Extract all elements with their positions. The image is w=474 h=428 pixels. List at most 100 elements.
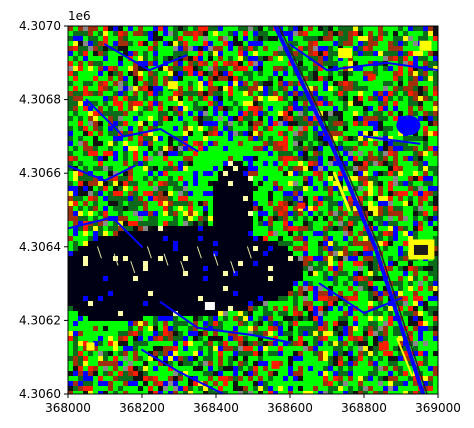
raster-cell	[363, 331, 368, 336]
raster-cell	[433, 31, 438, 36]
raster-cell	[68, 126, 73, 131]
raster-cell	[213, 246, 218, 251]
raster-cell	[283, 336, 288, 341]
raster-cell	[363, 201, 368, 206]
raster-cell	[163, 276, 168, 281]
raster-cell	[228, 296, 233, 301]
raster-cell	[143, 141, 148, 146]
raster-cell	[83, 341, 88, 346]
raster-cell	[383, 151, 388, 156]
raster-cell	[378, 46, 383, 51]
raster-cell	[208, 161, 213, 166]
raster-cell	[188, 276, 193, 281]
raster-cell	[153, 36, 158, 41]
raster-cell	[148, 321, 153, 326]
raster-cell	[108, 166, 113, 171]
raster-cell	[413, 336, 418, 341]
raster-cell	[268, 121, 273, 126]
raster-cell	[208, 91, 213, 96]
raster-cell	[408, 221, 413, 226]
raster-cell	[373, 166, 378, 171]
raster-cell	[328, 26, 333, 31]
raster-cell	[418, 81, 423, 86]
raster-cell	[213, 111, 218, 116]
raster-cell	[128, 216, 133, 221]
raster-cell	[78, 311, 83, 316]
raster-cell	[68, 56, 73, 61]
raster-cell	[213, 146, 218, 151]
raster-cell	[433, 46, 438, 51]
raster-cell	[218, 261, 223, 266]
raster-cell	[263, 306, 268, 311]
raster-cell	[183, 76, 188, 81]
raster-cell	[78, 121, 83, 126]
raster-cell	[268, 231, 273, 236]
raster-cell	[303, 146, 308, 151]
raster-cell	[183, 101, 188, 106]
raster-cell	[348, 146, 353, 151]
raster-cell	[273, 101, 278, 106]
raster-cell	[148, 106, 153, 111]
raster-cell	[243, 131, 248, 136]
raster-cell	[113, 266, 118, 271]
raster-cell	[83, 251, 88, 256]
raster-cell	[193, 121, 198, 126]
raster-cell	[218, 91, 223, 96]
raster-cell	[353, 186, 358, 191]
raster-cell	[93, 331, 98, 336]
raster-cell	[198, 256, 203, 261]
raster-cell	[103, 151, 108, 156]
raster-cell	[178, 76, 183, 81]
raster-cell	[68, 61, 73, 66]
raster-cell	[248, 196, 253, 201]
raster-cell	[158, 36, 163, 41]
raster-cell	[423, 36, 428, 41]
raster-cell	[398, 41, 403, 46]
raster-cell	[258, 91, 263, 96]
raster-cell	[223, 316, 228, 321]
raster-cell	[428, 51, 433, 56]
raster-cell	[233, 261, 238, 266]
raster-cell	[353, 76, 358, 81]
raster-cell	[403, 171, 408, 176]
raster-cell	[238, 231, 243, 236]
raster-cell	[298, 241, 303, 246]
raster-cell	[218, 276, 223, 281]
raster-cell	[293, 36, 298, 41]
raster-cell	[143, 351, 148, 356]
raster-cell	[238, 176, 243, 181]
raster-cell	[278, 341, 283, 346]
raster-cell	[68, 241, 73, 246]
raster-cell	[188, 46, 193, 51]
raster-cell	[118, 206, 123, 211]
raster-cell	[78, 131, 83, 136]
raster-cell	[118, 56, 123, 61]
raster-cell	[433, 206, 438, 211]
raster-cell	[148, 116, 153, 121]
raster-cell	[93, 211, 98, 216]
raster-cell	[323, 221, 328, 226]
raster-cell	[318, 106, 323, 111]
raster-cell	[433, 171, 438, 176]
raster-cell	[368, 251, 373, 256]
raster-cell	[383, 81, 388, 86]
raster-cell	[293, 226, 298, 231]
raster-cell	[398, 191, 403, 196]
raster-cell	[73, 46, 78, 51]
raster-cell	[83, 241, 88, 246]
raster-cell	[323, 311, 328, 316]
raster-cell	[208, 176, 213, 181]
raster-cell	[288, 311, 293, 316]
raster-cell	[103, 156, 108, 161]
raster-cell	[178, 336, 183, 341]
raster-cell	[233, 281, 238, 286]
raster-cell	[138, 126, 143, 131]
raster-cell	[263, 201, 268, 206]
raster-cell	[223, 81, 228, 86]
raster-cell	[123, 146, 128, 151]
raster-cell	[168, 251, 173, 256]
raster-cell	[113, 361, 118, 366]
raster-cell	[193, 176, 198, 181]
raster-cell	[263, 296, 268, 301]
raster-cell	[83, 331, 88, 336]
